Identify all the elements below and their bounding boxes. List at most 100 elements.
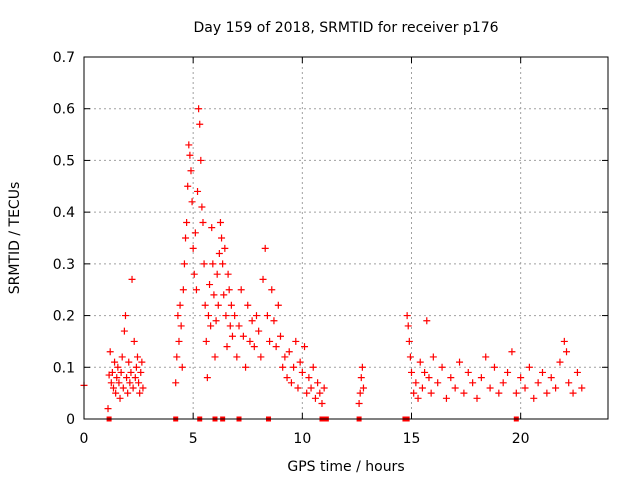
data-point [191, 229, 199, 237]
data-point [125, 358, 133, 366]
data-point [357, 374, 365, 382]
data-point [182, 234, 190, 242]
data-point [477, 374, 485, 382]
data-point [129, 384, 137, 392]
data-point [179, 286, 187, 294]
data-point [203, 374, 211, 382]
data-point [185, 141, 193, 149]
data-point [539, 368, 546, 376]
data-point [434, 379, 442, 387]
data-point [215, 250, 223, 258]
data-point [117, 368, 125, 376]
data-point [404, 322, 412, 330]
data-point [218, 234, 226, 242]
data-point [416, 358, 424, 366]
data-point [305, 374, 313, 382]
data-point [126, 379, 134, 387]
data-point [133, 353, 141, 361]
data-point [259, 275, 267, 283]
y-tick-label: 0.7 [53, 50, 75, 66]
data-point [242, 363, 250, 371]
data-point [112, 389, 120, 397]
y-tick-label: 0.1 [53, 360, 75, 376]
data-point [283, 374, 291, 382]
data-point [131, 374, 139, 382]
data-point [244, 301, 252, 309]
data-point [216, 218, 224, 226]
data-point [196, 120, 204, 128]
data-point [204, 312, 212, 320]
data-point [438, 363, 446, 371]
data-point [418, 384, 426, 392]
data-point [201, 301, 209, 309]
data-point [137, 368, 145, 376]
data-point [222, 312, 230, 320]
data-point [104, 405, 112, 413]
data-point [127, 368, 135, 376]
y-tick-label: 0.2 [53, 309, 75, 325]
data-point [279, 363, 287, 371]
data-point [486, 384, 494, 392]
data-point [560, 337, 568, 345]
data-point [268, 286, 276, 294]
data-point [250, 343, 258, 351]
axis-ticks: 0 0.1 0.2 0.3 0.4 0.5 0.6 0.7 0 5 10 15 20 [53, 50, 608, 447]
data-point [231, 312, 239, 320]
plot-frame [83, 56, 609, 420]
data-point [277, 332, 284, 340]
data-point [464, 368, 472, 376]
data-point [123, 374, 131, 382]
x-tick-label: 15 [403, 431, 421, 447]
x-axis-label: GPS time / hours [287, 459, 404, 475]
data-point [456, 358, 464, 366]
data-point [281, 353, 289, 361]
data-point [504, 368, 512, 376]
data-point [298, 368, 306, 376]
data-point [578, 384, 586, 392]
data-point [188, 198, 196, 206]
y-tick-label: 0.4 [53, 205, 75, 221]
data-point [209, 260, 217, 268]
data-point [108, 368, 116, 376]
data-point [187, 167, 195, 175]
data-point [530, 394, 538, 402]
data-point [517, 374, 525, 382]
data-point [124, 389, 132, 397]
data-point [451, 384, 459, 392]
data-point [320, 384, 328, 392]
data-point [285, 348, 293, 356]
data-point [180, 260, 188, 268]
data-point [239, 332, 247, 340]
data-point [311, 394, 319, 402]
x-tick-label: 10 [293, 431, 311, 447]
data-point [565, 379, 573, 387]
y-tick-label: 0.5 [53, 153, 75, 169]
data-point [107, 379, 115, 387]
data-point [425, 374, 433, 382]
data-point [221, 244, 229, 252]
data-point [235, 322, 243, 330]
data-point [355, 399, 363, 407]
data-point [257, 353, 265, 361]
data-point [206, 281, 214, 289]
data-point [525, 363, 533, 371]
data-point [427, 389, 435, 397]
data-point [119, 384, 127, 392]
data-point [499, 379, 507, 387]
data-point [442, 394, 450, 402]
data-point [199, 218, 207, 226]
data-point [210, 291, 218, 299]
data-point [183, 218, 191, 226]
data-point [292, 337, 300, 345]
y-tick-label: 0.3 [53, 257, 75, 273]
data-point [130, 337, 138, 345]
data-point [194, 187, 202, 195]
data-point [118, 353, 126, 361]
data-point [543, 389, 551, 397]
data-point [176, 301, 184, 309]
data-point [139, 384, 147, 392]
data-point [356, 389, 364, 397]
data-point [301, 343, 309, 351]
data-point [569, 389, 577, 397]
